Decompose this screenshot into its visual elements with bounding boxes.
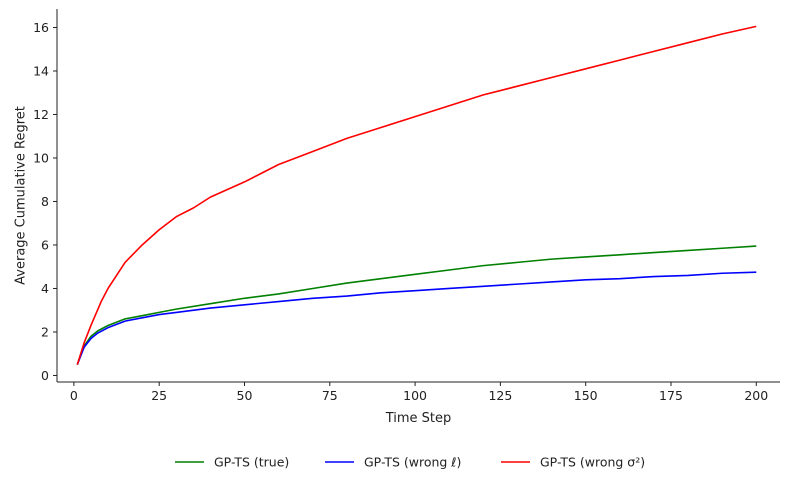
x-ticks: 0 25 50 75 100 125 150 175 200 [70, 382, 768, 403]
series-line-2 [76, 271, 757, 365]
y-tick-label: 2 [41, 324, 49, 339]
x-tick-label: 25 [151, 388, 167, 403]
plot-area [76, 25, 757, 365]
x-tick-label: 50 [237, 388, 253, 403]
legend-label: GP-TS (true) [214, 455, 289, 470]
y-axis-label: Average Cumulative Regret [14, 106, 29, 285]
series-line-3 [76, 25, 757, 365]
x-axis-label: Time Step [385, 411, 452, 426]
series-line-1 [76, 245, 757, 365]
y-tick-label: 0 [41, 368, 49, 383]
y-tick-label: 14 [33, 63, 49, 78]
x-tick-label: 200 [744, 388, 768, 403]
x-tick-label: 125 [488, 388, 512, 403]
y-ticks: 0 2 4 6 8 10 12 14 16 [33, 20, 57, 383]
y-tick-label: 12 [33, 107, 49, 122]
legend: GP-TS (true) GP-TS (wrong ℓ) GP-TS (wrong … [175, 455, 645, 470]
x-tick-label: 150 [574, 388, 598, 403]
legend-label: GP-TS (wrong ℓ) [364, 455, 461, 470]
y-tick-label: 8 [41, 194, 49, 209]
x-tick-label: 100 [403, 388, 427, 403]
axes: 0 25 50 75 100 125 150 175 200 0 2 4 6 8 10 12 14 16 [33, 9, 780, 403]
y-tick-label: 4 [41, 281, 49, 296]
y-tick-label: 10 [33, 150, 49, 165]
y-tick-label: 6 [41, 237, 49, 252]
x-tick-label: 175 [659, 388, 683, 403]
x-tick-label: 0 [70, 388, 78, 403]
x-tick-label: 75 [322, 388, 338, 403]
y-tick-label: 16 [33, 20, 49, 35]
legend-label: GP-TS (wrong σ²) [540, 455, 645, 470]
